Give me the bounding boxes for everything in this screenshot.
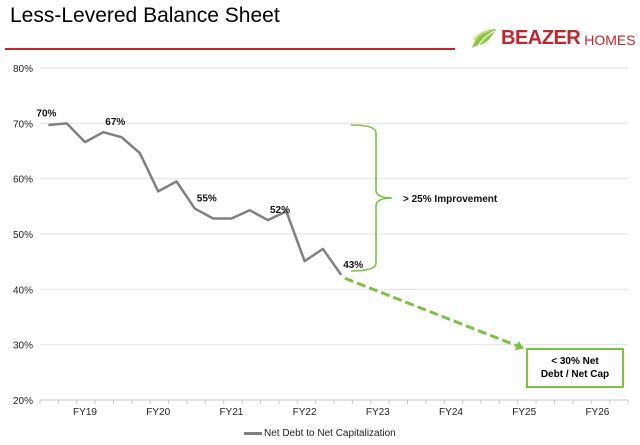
legend: Net Debt to Net Capitalization xyxy=(244,428,396,439)
improvement-brace xyxy=(350,124,393,272)
x-tick-label: FY25 xyxy=(512,407,536,418)
data-label: 67% xyxy=(105,117,125,128)
page-title: Less-Levered Balance Sheet xyxy=(10,4,280,27)
improvement-label: > 25% Improvement xyxy=(403,194,498,205)
target-line-1: < 30% Net xyxy=(551,356,599,367)
y-tick-label: 30% xyxy=(13,341,33,352)
projection-arrowhead xyxy=(514,340,525,351)
y-tick-label: 40% xyxy=(13,285,33,296)
x-tick-label: FY26 xyxy=(585,407,609,418)
target-box: < 30% Net Debt / Net Cap xyxy=(526,348,624,388)
x-tick-label: FY23 xyxy=(366,407,390,418)
x-tick-label: FY20 xyxy=(146,407,170,418)
y-tick-label: 80% xyxy=(13,64,33,75)
data-label: 70% xyxy=(36,108,56,119)
y-tick-label: 50% xyxy=(13,230,33,241)
x-tick-label: FY21 xyxy=(219,407,243,418)
y-tick-label: 20% xyxy=(13,396,33,407)
x-tick-label: FY19 xyxy=(73,407,97,418)
beazer-homes-logo: BEAZER HOMES xyxy=(470,26,636,50)
data-label: 43% xyxy=(343,260,363,271)
logo-beazer: BEAZER xyxy=(501,26,581,49)
legend-swatch xyxy=(244,432,262,435)
y-tick-label: 70% xyxy=(13,119,33,130)
x-tick-label: FY24 xyxy=(439,407,463,418)
data-label: 55% xyxy=(197,194,217,205)
legend-label: Net Debt to Net Capitalization xyxy=(264,428,396,439)
series-line xyxy=(48,122,343,276)
projection-line xyxy=(344,276,518,348)
logo-homes: HOMES xyxy=(584,31,636,48)
target-line-2: Debt / Net Cap xyxy=(540,369,610,380)
leaf-icon xyxy=(472,29,496,48)
data-label: 52% xyxy=(270,205,290,216)
x-tick-label: FY22 xyxy=(293,407,317,418)
y-tick-label: 60% xyxy=(13,175,33,186)
title-divider xyxy=(5,48,455,50)
